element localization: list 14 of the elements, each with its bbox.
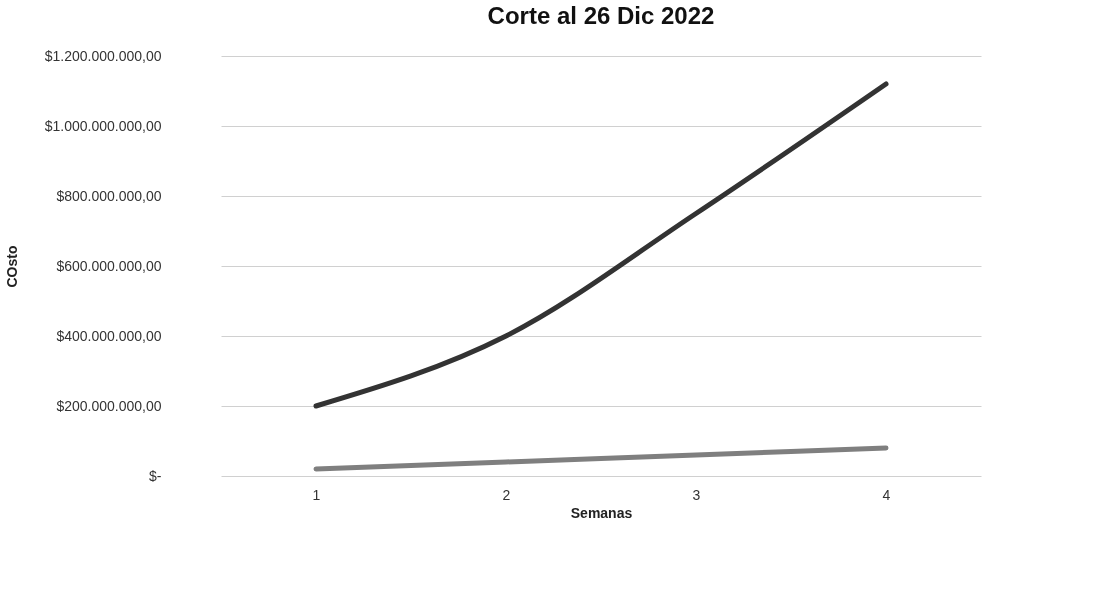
y-axis-title: COsto bbox=[3, 245, 20, 288]
y-tick-label: $600.000.000,00 bbox=[56, 257, 162, 274]
x-tick-label: 3 bbox=[692, 486, 701, 503]
x-tick-label: 1 bbox=[312, 486, 321, 503]
x-tick-label: 4 bbox=[882, 486, 891, 503]
y-tick-label: $800.000.000,00 bbox=[56, 187, 162, 204]
y-tick-label: $200.000.000,00 bbox=[56, 397, 162, 414]
chart-title: Corte al 26 Dic 2022 bbox=[487, 2, 715, 29]
x-axis-title: Semanas bbox=[570, 504, 633, 521]
y-tick-label: $1.200.000.000,00 bbox=[44, 47, 162, 64]
y-tick-label: $- bbox=[149, 467, 162, 484]
y-tick-label: $1.000.000.000,00 bbox=[44, 117, 162, 134]
y-tick-label: $400.000.000,00 bbox=[56, 327, 162, 344]
x-tick-label: 2 bbox=[502, 486, 511, 503]
